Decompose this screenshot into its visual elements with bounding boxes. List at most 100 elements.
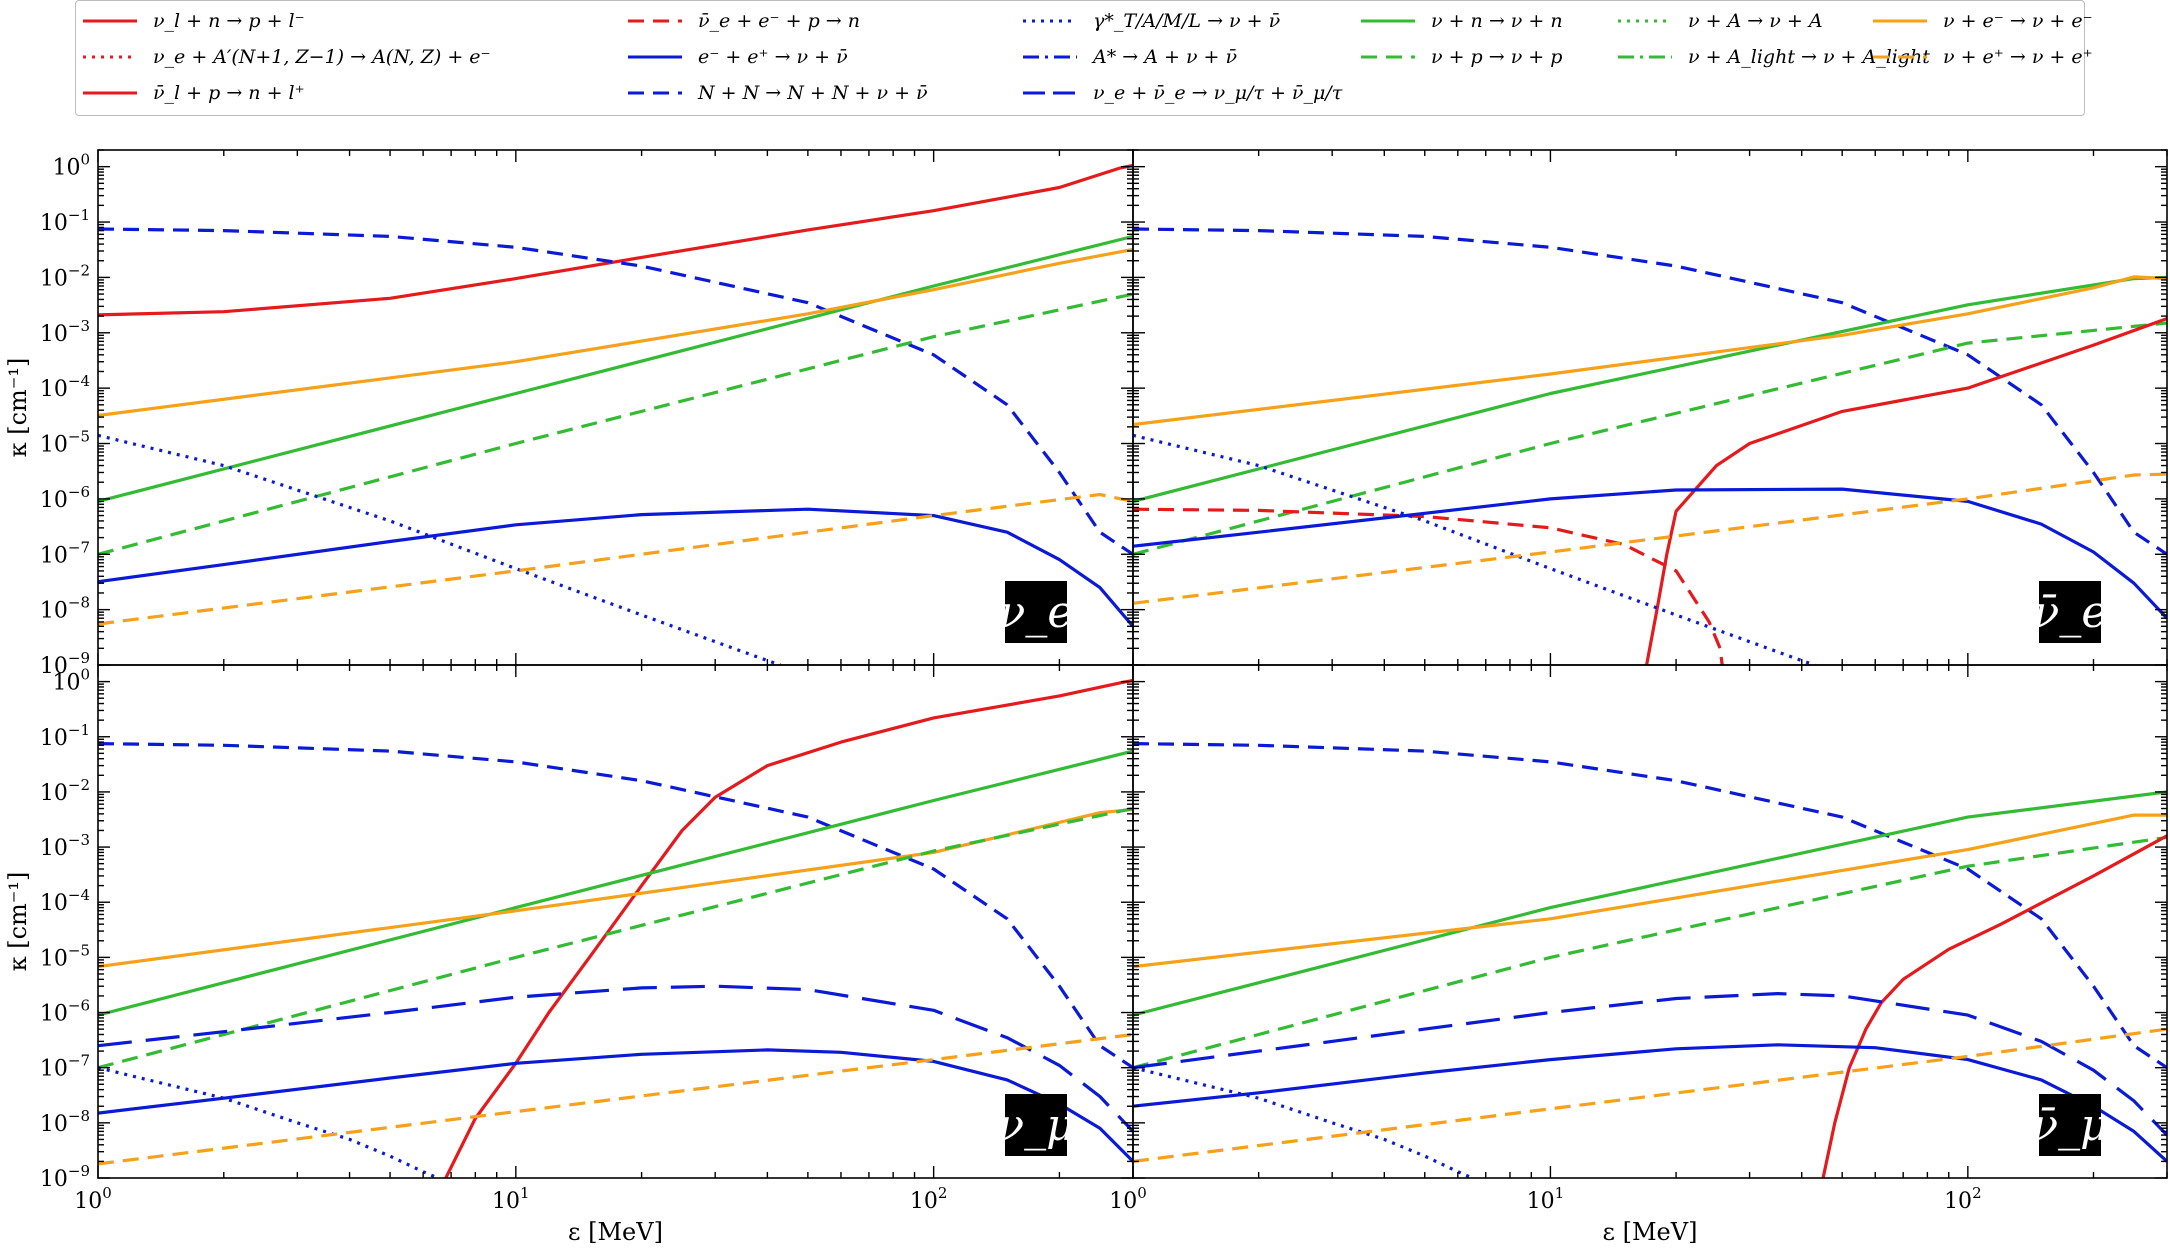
legend-swatch bbox=[83, 91, 137, 95]
series-line-scat_em bbox=[1133, 275, 2167, 427]
y-tick-label: 10−8 bbox=[40, 594, 90, 624]
legend-swatch bbox=[1618, 55, 1672, 59]
series-line-inv_beta bbox=[1133, 507, 1724, 665]
y-tick-label: 10−1 bbox=[40, 721, 90, 751]
y-tick-label: 10−3 bbox=[40, 317, 90, 347]
legend-swatch bbox=[628, 19, 682, 23]
legend-label: ν + A → ν + A bbox=[1688, 10, 1823, 32]
series-line-scat_p bbox=[1133, 321, 2167, 556]
legend-entry-scat_p: ν + p → ν + p bbox=[1359, 41, 1562, 73]
legend-label: ν + e⁺ → ν + e⁺ bbox=[1943, 46, 2093, 68]
y-tick-label: 10−6 bbox=[40, 997, 90, 1027]
panel-badge-label: ν_μ bbox=[997, 1100, 1074, 1151]
legend-label: ν + e⁻ → ν + e⁻ bbox=[1943, 10, 2093, 32]
legend-swatch bbox=[83, 19, 137, 23]
legend-entry-pair: e⁻ + e⁺ → ν + ν̄ bbox=[626, 41, 848, 73]
legend-entry-coh_light: ν + A_light → ν + A_light bbox=[1616, 41, 1930, 73]
ticks bbox=[97, 149, 1134, 666]
y-tick-label: 100 bbox=[52, 151, 90, 181]
legend-swatch bbox=[1618, 19, 1672, 23]
series-group bbox=[98, 678, 1133, 1178]
series-line-plasmon bbox=[1133, 1066, 1473, 1178]
legend-entry-plasmon: γ*_T/A/M/L → ν + ν̄ bbox=[1021, 5, 1280, 37]
series-line-scat_em bbox=[98, 247, 1133, 418]
legend-label: ν̄_e + e⁻ + p → n bbox=[698, 10, 860, 32]
legend-label: ν_l + n → p + l⁻ bbox=[153, 10, 305, 32]
ticks bbox=[97, 664, 1134, 1179]
x-tick-label: 100 bbox=[74, 1184, 112, 1214]
x-tick-label: 101 bbox=[492, 1184, 530, 1214]
legend-entry-inv_beta: ν̄_e + e⁻ + p → n bbox=[626, 5, 860, 37]
legend-entry-scat_em: ν + e⁻ → ν + e⁻ bbox=[1871, 5, 2093, 37]
y-tick-label: 10−7 bbox=[40, 538, 90, 568]
panel-frame bbox=[1132, 149, 2168, 666]
legend-entry-nucl_deexc: A* → A + ν + ν̄ bbox=[1021, 41, 1237, 73]
series-line-pair bbox=[1133, 487, 2167, 620]
panel-frame bbox=[1132, 664, 2168, 1179]
legend-label: ν̄_l + p → n + l⁺ bbox=[153, 82, 305, 104]
legend-swatch bbox=[1873, 19, 1927, 23]
series-group bbox=[1133, 742, 2167, 1178]
x-tick-label: 102 bbox=[910, 1184, 948, 1214]
series-line-cc_capture bbox=[444, 678, 1133, 1178]
legend-entry-brems: N + N → N + N + ν + ν̄ bbox=[626, 77, 928, 109]
series-line-cc_capture bbox=[98, 163, 1133, 317]
y-tick-label: 100 bbox=[52, 666, 90, 696]
legend-swatch bbox=[628, 55, 682, 59]
legend-label: ν_e + A′(N+1, Z−1) → A(N, Z) + e⁻ bbox=[153, 46, 491, 68]
series-line-cc_anti bbox=[1821, 834, 2167, 1178]
legend-entry-cc_anti: ν̄_l + p → n + l⁺ bbox=[81, 77, 305, 109]
legend-label: ν_e + ν̄_e → ν_μ/τ + ν̄_μ/τ bbox=[1093, 82, 1343, 104]
legend-label: N + N → N + N + ν + ν̄ bbox=[698, 82, 928, 104]
legend-label: ν + A_light → ν + A_light bbox=[1688, 46, 1930, 68]
series-line-scat_n bbox=[1133, 790, 2167, 1017]
y-tick-label: 10−2 bbox=[40, 261, 90, 291]
series-line-scat_n bbox=[98, 234, 1133, 503]
series-line-scat_em bbox=[98, 807, 1133, 969]
series-line-scat_p bbox=[1133, 835, 2167, 1070]
panel-frame bbox=[97, 149, 1134, 666]
panel-badge bbox=[1005, 581, 1067, 643]
legend-entry-cc_capture: ν_l + n → p + l⁻ bbox=[81, 5, 305, 37]
x-tick-label: 102 bbox=[1944, 1184, 1982, 1214]
legend-label: e⁻ + e⁺ → ν + ν̄ bbox=[698, 46, 848, 68]
y-tick-label: 10−5 bbox=[40, 941, 90, 971]
y-tick-label: 10−1 bbox=[40, 206, 90, 236]
legend-entry-annihil: ν_e + ν̄_e → ν_μ/τ + ν̄_μ/τ bbox=[1021, 77, 1342, 109]
series-line-brems bbox=[1133, 742, 2167, 1070]
series-line-brems bbox=[98, 227, 1133, 556]
panel-nu_mu: 10−9 10−8 10−7 10−6 10−5 10−4 10−3 10−2 10−1 100 κ… bbox=[4, 664, 1134, 1246]
series-line-scat_ep bbox=[98, 492, 1133, 626]
panel-nu_e_bar: ν̄_e bbox=[1132, 149, 2168, 666]
legend-swatch bbox=[1361, 19, 1415, 23]
y-axis-title: κ [cm⁻¹] bbox=[4, 358, 32, 458]
legend-swatch bbox=[1023, 19, 1077, 23]
series-line-plasmon bbox=[98, 1066, 439, 1178]
ticks bbox=[1132, 149, 2168, 666]
y-tick-label: 10−5 bbox=[40, 428, 90, 458]
series-line-scat_ep bbox=[98, 1032, 1133, 1166]
x-tick-label: 100 bbox=[1109, 1184, 1147, 1214]
y-tick-label: 10−4 bbox=[40, 886, 90, 916]
legend-swatch bbox=[1023, 91, 1077, 95]
legend-swatch bbox=[1873, 55, 1927, 59]
panel-nu_e: 10−9 10−8 10−7 10−6 10−5 10−4 10−3 10−2 10−1 100 κ… bbox=[4, 149, 1134, 679]
y-tick-label: 10−4 bbox=[40, 372, 90, 402]
series-line-pair bbox=[1133, 1043, 2167, 1163]
series-line-scat_n bbox=[98, 749, 1133, 1017]
legend-label: ν + n → ν + n bbox=[1431, 10, 1563, 32]
series-line-pair bbox=[98, 507, 1133, 628]
legend-swatch bbox=[628, 91, 682, 95]
legend-swatch bbox=[83, 55, 137, 59]
x-tick-label: 101 bbox=[1527, 1184, 1565, 1214]
series-line-scat_p bbox=[98, 806, 1133, 1070]
panel-badge-label: ν̄_μ bbox=[2031, 1100, 2108, 1151]
legend-entry-coh_A: ν + A → ν + A bbox=[1616, 5, 1823, 37]
panel-badge-label: ν_e bbox=[999, 587, 1074, 638]
series-line-brems bbox=[98, 742, 1133, 1070]
y-tick-label: 10−9 bbox=[40, 1162, 90, 1192]
y-tick-label: 10−3 bbox=[40, 831, 90, 861]
legend-label: γ*_T/A/M/L → ν + ν̄ bbox=[1093, 10, 1281, 32]
legend-entry-scat_ep: ν + e⁺ → ν + e⁺ bbox=[1871, 41, 2093, 73]
y-tick-label: 10−2 bbox=[40, 776, 90, 806]
